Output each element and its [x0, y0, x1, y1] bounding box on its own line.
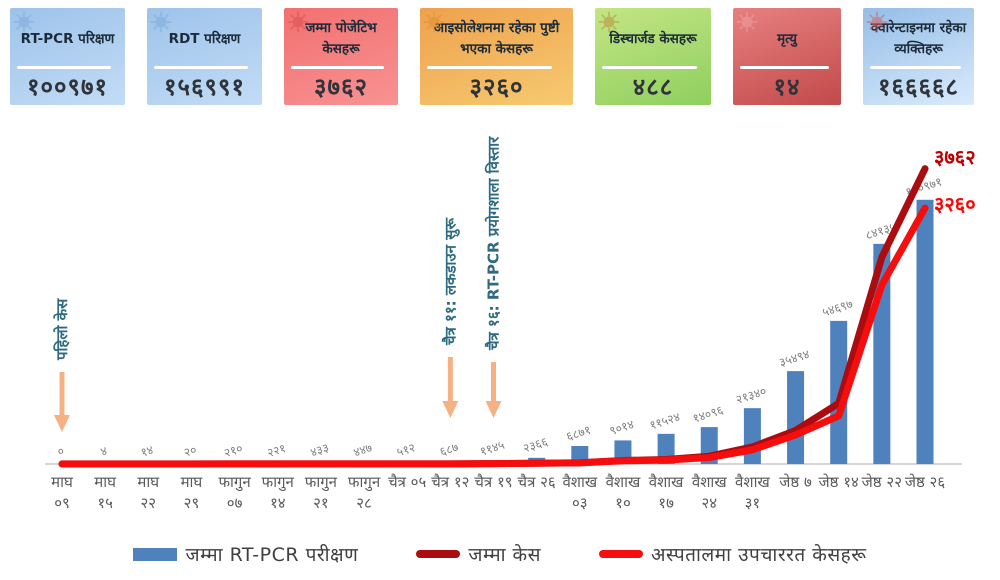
- legend-label: अस्पतालमा उपचाररत केसहरू: [650, 544, 867, 566]
- virus-icon: [13, 11, 35, 33]
- bar-value-label: ६८७: [438, 440, 460, 459]
- bar-value-label: ५४६९७: [820, 297, 854, 320]
- x-tick-label: फागुन १४: [262, 473, 295, 512]
- bar-value-label: २३६६: [521, 434, 549, 455]
- x-tick-label: जेष्ठ २२: [862, 473, 902, 491]
- bar-value-label: १४: [139, 443, 155, 460]
- x-tick-label: जेष्ठ ७: [779, 473, 812, 491]
- legend-label: जम्मा RT-PCR परीक्षण: [185, 544, 359, 566]
- card-rdt-tests: RDT परिक्षण १५६९९१: [147, 8, 262, 105]
- card-quarantine: क्वारेन्टाइनमा रहेका व्यक्तिहरू १६६६६८: [863, 8, 974, 105]
- x-tick-label: वैशाख २४: [692, 473, 727, 512]
- card-title: आइसोलेशनमा रहेका पुष्टी भएका केसहरू: [433, 20, 560, 57]
- bar-value-label: ९०१४: [608, 417, 636, 438]
- x-tick-label: जेष्ठ १४: [819, 473, 860, 491]
- x-tick-label: वैशाख ०३: [562, 473, 597, 512]
- bar-value-label: २०: [182, 443, 198, 460]
- card-title: जम्मा पोजेटिभ केसहरू: [305, 20, 377, 57]
- covid-trend-chart: ० ४ १४ २० २१० २२१ ४३३ ४४७ ५१२ ६८७ ११४५ २३६६ ६८७१ ९०१४…: [45, 136, 976, 512]
- virus-icon: [287, 11, 309, 33]
- bar-swatch-icon: [133, 547, 178, 561]
- bar-value-label: ३५४९४: [777, 347, 811, 370]
- bar-value-label: ४: [99, 444, 109, 459]
- bar-value-label: १४०९६: [691, 403, 725, 426]
- bar-value-label: ६८७१: [565, 423, 593, 444]
- x-tick-label: माघ १५: [94, 473, 117, 512]
- x-tick-label: चैत्र ०५: [388, 473, 426, 491]
- card-value: ३२६०: [469, 73, 524, 102]
- bar-value-label: ४४७: [352, 440, 374, 459]
- card-rtpcr-tests: RT-PCR परिक्षण १००९७१: [10, 8, 125, 105]
- virus-icon: [598, 11, 620, 33]
- hospitalized-end-label: ३२६०: [934, 192, 976, 216]
- bar-value-label: २१०: [222, 441, 244, 460]
- line-swatch-icon: [598, 550, 643, 558]
- first-case-annotation-arrow-head: [54, 415, 70, 432]
- x-tick-label: फागुन २१: [305, 473, 338, 512]
- card-divider: [154, 66, 249, 69]
- card-divider: [602, 66, 698, 69]
- total-cases-end-label: ३७६२: [934, 145, 976, 169]
- bar-value-label: २२१: [265, 441, 287, 460]
- card-value: १५६९९१: [164, 73, 245, 102]
- card-value: १४: [773, 73, 801, 102]
- x-tick-label: वैशाख ३१: [735, 473, 770, 512]
- lab-expansion-annotation-arrow-head: [485, 401, 502, 418]
- card-value: ४८८: [632, 73, 674, 102]
- card-value: १६६६६८: [878, 73, 959, 102]
- x-tick-label: वैशाख १७: [649, 473, 684, 512]
- card-discharged: डिस्चार्जड केसहरू ४८८: [595, 8, 711, 105]
- bar-value-label: २१३४०: [734, 384, 768, 407]
- card-divider: [427, 66, 553, 69]
- x-tick-label: चैत्र १२: [431, 473, 469, 491]
- lab-expansion-annotation-label: चैत्र १६: RT-PCR प्रयोगशाला विस्तार: [485, 136, 503, 351]
- rtpcr-bar: [743, 408, 761, 464]
- legend-label: जम्मा केस: [468, 544, 541, 566]
- lockdown-annotation-arrow-head: [442, 401, 459, 418]
- x-tick-label: जेष्ठ २६: [905, 473, 946, 491]
- virus-icon: [150, 11, 172, 33]
- card-total-positive: जम्मा पोजेटिभ केसहरू ३७६२: [284, 8, 398, 105]
- line-swatch-icon: [416, 550, 461, 558]
- card-title: RDT परिक्षण: [168, 30, 241, 47]
- virus-icon: [866, 11, 888, 33]
- card-divider: [17, 66, 112, 69]
- legend-item-total-cases: जम्मा केस: [416, 541, 541, 567]
- x-tick-label: माघ २२: [137, 473, 160, 512]
- virus-icon: [423, 11, 445, 33]
- bar-value-label: ११४५: [478, 438, 506, 459]
- x-tick-label: फागुन २८: [348, 473, 381, 512]
- rtpcr-bar: [787, 371, 805, 464]
- bar-value-label: ११५२४: [648, 410, 682, 433]
- card-isolation: आइसोलेशनमा रहेका पुष्टी भएका केसहरू ३२६०: [420, 8, 573, 105]
- card-value: १००९७१: [27, 73, 108, 102]
- card-title: डिस्चार्जड केसहरू: [609, 30, 697, 47]
- card-title: मृत्यु: [777, 30, 797, 47]
- x-tick-label: वैशाख १०: [606, 473, 641, 512]
- first-case-annotation-label: पहिलो केस: [53, 298, 71, 361]
- summary-cards-row: RT-PCR परिक्षण १००९७१ RDT परिक्षण १५६९९१…: [10, 8, 974, 105]
- card-divider: [740, 66, 829, 69]
- card-value: ३७६२: [314, 73, 368, 102]
- lockdown-annotation-label: चैत्र ११: लकडाउन सुरू: [441, 217, 460, 346]
- x-tick-label: माघ ०९: [51, 473, 74, 512]
- bar-value-label: ०: [56, 444, 66, 459]
- card-title: RT-PCR परिक्षण: [20, 30, 115, 47]
- bar-value-label: ४३३: [309, 441, 331, 460]
- card-title: क्वारेन्टाइनमा रहेका व्यक्तिहरू: [870, 20, 967, 57]
- x-tick-label: फागुन ०७: [218, 473, 251, 512]
- hospitalized-line: [58, 204, 929, 468]
- x-tick-label: चैत्र २६: [518, 473, 556, 491]
- card-deaths: मृत्यु १४: [733, 8, 841, 105]
- bar-value-label: ५१२: [395, 440, 417, 459]
- x-tick-label: माघ २९: [181, 473, 204, 512]
- card-divider: [291, 66, 385, 69]
- legend-item-rtpcr: जम्मा RT-PCR परीक्षण: [133, 541, 358, 567]
- x-tick-label: चैत्र १९: [474, 473, 512, 491]
- chart-legend: जम्मा RT-PCR परीक्षण जम्मा केस अस्पतालमा…: [0, 541, 1000, 567]
- rtpcr-bar: [916, 199, 934, 464]
- virus-icon: [736, 11, 758, 33]
- card-divider: [870, 66, 962, 69]
- legend-item-hospitalized: अस्पतालमा उपचाररत केसहरू: [598, 541, 867, 567]
